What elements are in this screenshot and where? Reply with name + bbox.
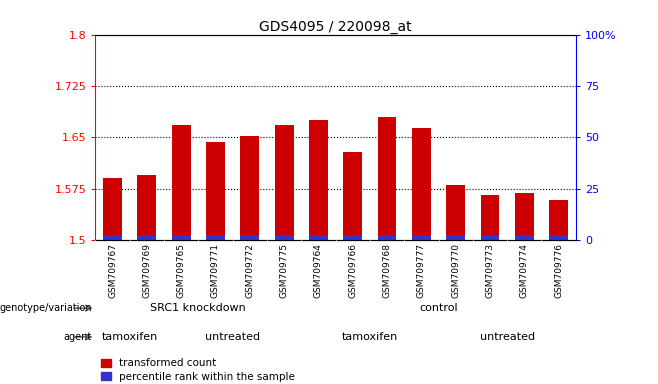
Bar [103, 235, 122, 240]
Bar [240, 136, 259, 240]
Text: tamoxifen: tamoxifen [101, 332, 158, 342]
Bar [446, 235, 465, 240]
Text: GSM709765: GSM709765 [177, 243, 186, 298]
Bar [240, 235, 259, 240]
Bar [480, 195, 499, 240]
Bar [412, 128, 431, 240]
Bar [515, 235, 534, 240]
Text: GSM709777: GSM709777 [417, 243, 426, 298]
Bar [549, 235, 568, 240]
Bar [515, 194, 534, 240]
Bar [378, 235, 397, 240]
Bar [103, 179, 122, 240]
Bar [378, 117, 397, 240]
Bar [309, 235, 328, 240]
Title: GDS4095 / 220098_at: GDS4095 / 220098_at [259, 20, 412, 33]
Bar [274, 235, 293, 240]
Bar [206, 235, 225, 240]
Bar [138, 235, 157, 240]
Text: GSM709767: GSM709767 [108, 243, 117, 298]
Bar [309, 120, 328, 240]
Text: SRC1 knockdown: SRC1 knockdown [151, 303, 246, 313]
Text: GSM709776: GSM709776 [554, 243, 563, 298]
Text: genotype/variation: genotype/variation [0, 303, 92, 313]
Bar [412, 235, 431, 240]
Text: GSM709769: GSM709769 [142, 243, 151, 298]
Text: GSM709775: GSM709775 [280, 243, 289, 298]
Text: GSM709770: GSM709770 [451, 243, 460, 298]
Text: untreated: untreated [205, 332, 260, 342]
Text: agent: agent [64, 332, 92, 342]
Bar [549, 200, 568, 240]
Bar [343, 235, 362, 240]
Bar [480, 235, 499, 240]
Bar [138, 175, 157, 240]
Text: GSM709771: GSM709771 [211, 243, 220, 298]
Text: GSM709773: GSM709773 [486, 243, 494, 298]
Bar [172, 235, 191, 240]
Text: GSM709766: GSM709766 [348, 243, 357, 298]
Bar [206, 142, 225, 240]
Text: GSM709768: GSM709768 [382, 243, 392, 298]
Text: GSM709764: GSM709764 [314, 243, 323, 298]
Legend: transformed count, percentile rank within the sample: transformed count, percentile rank withi… [101, 359, 295, 382]
Text: control: control [419, 303, 458, 313]
Bar [446, 185, 465, 240]
Bar [172, 125, 191, 240]
Text: tamoxifen: tamoxifen [342, 332, 398, 342]
Bar [343, 152, 362, 240]
Text: untreated: untreated [480, 332, 535, 342]
Bar [274, 125, 293, 240]
Text: GSM709774: GSM709774 [520, 243, 529, 298]
Text: GSM709772: GSM709772 [245, 243, 254, 298]
